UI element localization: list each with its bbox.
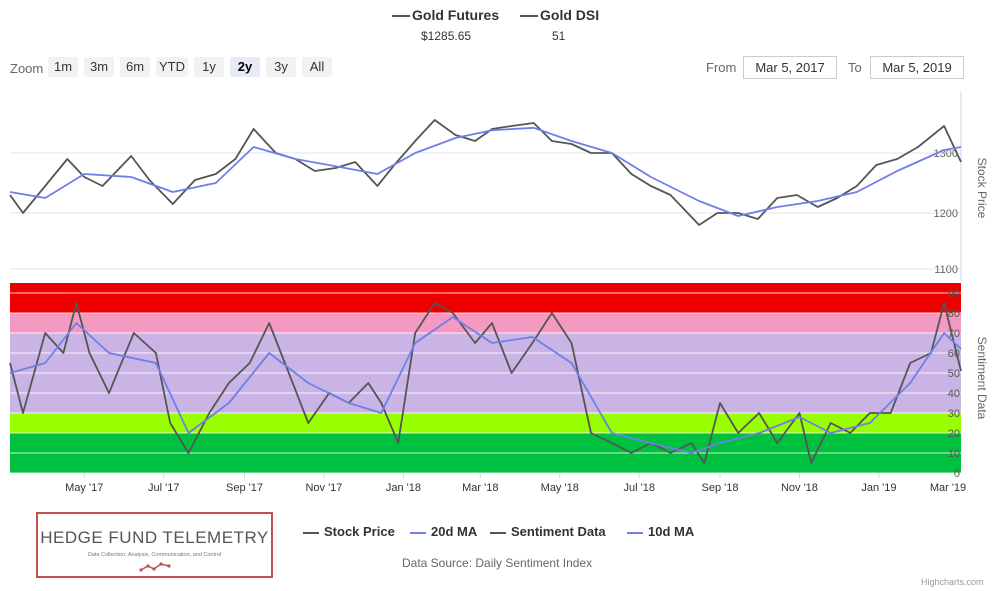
sentiment-band [10, 413, 961, 433]
legend-swatch [303, 531, 319, 534]
legend-swatch [627, 531, 643, 534]
legend-label: Sentiment Data [511, 524, 606, 539]
sentiment-axis-title: Sentiment Data [975, 337, 989, 420]
logo-sparkline-icon [139, 562, 171, 572]
x-tick-label: May '17 [65, 482, 103, 494]
header-series-value: 51 [552, 29, 566, 43]
series-lines [9, 119, 962, 464]
data-source-note: Data Source: Daily Sentiment Index [402, 556, 593, 570]
series-line-swatch [520, 15, 538, 18]
price-axis-title: Stock Price [975, 158, 989, 219]
x-tick-label: May '18 [541, 482, 579, 494]
to-label: To [848, 60, 862, 75]
highcharts-credits[interactable]: Highcharts.com [921, 577, 984, 587]
sentiment-tick-label: 90 [948, 288, 960, 300]
sentiment-band [10, 313, 961, 333]
zoom-label: Zoom [10, 61, 44, 76]
stock-price-line [9, 119, 962, 226]
zoom-button-1y[interactable]: 1y [194, 57, 224, 77]
price-20d-ma-line [9, 126, 962, 217]
x-tick-label: Nov '17 [305, 482, 342, 494]
from-date-input[interactable]: Mar 5, 2017 [743, 56, 837, 79]
sentiment-10d-ma-line [9, 316, 962, 454]
x-tick-label: Jul '18 [623, 482, 654, 494]
header-series-gold-futures[interactable]: Gold Futures [392, 7, 499, 23]
zoom-button-3y[interactable]: 3y [266, 57, 296, 77]
hedge-fund-telemetry-logo: HEDGE FUND TELEMETRY Data Collection, An… [36, 512, 273, 578]
zoom-button-3m[interactable]: 3m [84, 57, 114, 77]
x-tick-label: Sep '17 [226, 482, 263, 494]
sentiment-tick-label: 50 [948, 368, 960, 380]
legend-swatch [490, 531, 506, 534]
sentiment-data-line [9, 302, 962, 464]
sentiment-tick-label: 10 [948, 448, 960, 460]
price-gridlines [10, 152, 961, 270]
legend-label: Stock Price [324, 524, 395, 539]
legend-item-10d-ma[interactable]: 10d MA [627, 524, 694, 539]
header-series-name: Gold Futures [412, 7, 500, 23]
x-tick-label: Mar '18 [462, 482, 498, 494]
x-tick-label: Mar '19 [930, 482, 966, 494]
legend-swatch [410, 531, 426, 534]
legend-item-sentiment-data[interactable]: Sentiment Data [490, 524, 606, 539]
x-tick-label: Jul '17 [148, 482, 179, 494]
sentiment-tick-label: 20 [948, 428, 960, 440]
header-series-gold-dsi[interactable]: Gold DSI [520, 7, 599, 23]
logo-title: HEDGE FUND TELEMETRY [40, 528, 269, 547]
x-tick-label: Jan '19 [861, 482, 896, 494]
header-series-name: Gold DSI [540, 7, 600, 23]
sentiment-band [10, 293, 961, 313]
from-label: From [706, 60, 737, 75]
sentiment-tick-label: 30 [948, 408, 960, 420]
legend-item-stock-price[interactable]: Stock Price [303, 524, 395, 539]
legend-item-20d-ma[interactable]: 20d MA [410, 524, 477, 539]
to-date-input[interactable]: Mar 5, 2019 [870, 56, 964, 79]
x-tick-labels: May '17 Jul '17 Sep '17 Nov '17 Jan '18 Mar '… [65, 473, 966, 494]
logo-subtitle: Data Collection, Analysis, Communication… [87, 552, 222, 558]
legend-label: 10d MA [648, 524, 695, 539]
zoom-button-all[interactable]: All [302, 57, 332, 77]
sentiment-bands [10, 283, 961, 474]
zoom-button-2y[interactable]: 2y [230, 57, 260, 77]
sentiment-tick-label: 40 [948, 388, 960, 400]
price-tick-label: 1200 [934, 208, 958, 220]
series-line-swatch [392, 15, 410, 18]
price-tick-label: 1100 [934, 264, 958, 276]
sentiment-tick-label: 80 [948, 308, 960, 320]
x-tick-label: Nov '18 [781, 482, 818, 494]
zoom-button-6m[interactable]: 6m [120, 57, 150, 77]
header-series-value: $1285.65 [421, 29, 472, 43]
sentiment-band [10, 283, 961, 293]
zoom-button-ytd[interactable]: YTD [156, 57, 188, 77]
price-tick-labels: 1100 1200 1300 [934, 148, 958, 276]
legend-label: 20d MA [431, 524, 478, 539]
price-tick-label: 1300 [934, 148, 958, 160]
x-tick-label: Jan '18 [386, 482, 421, 494]
x-tick-label: Sep '18 [702, 482, 739, 494]
sentiment-tick-label: 0 [954, 468, 960, 480]
zoom-button-1m[interactable]: 1m [48, 57, 78, 77]
